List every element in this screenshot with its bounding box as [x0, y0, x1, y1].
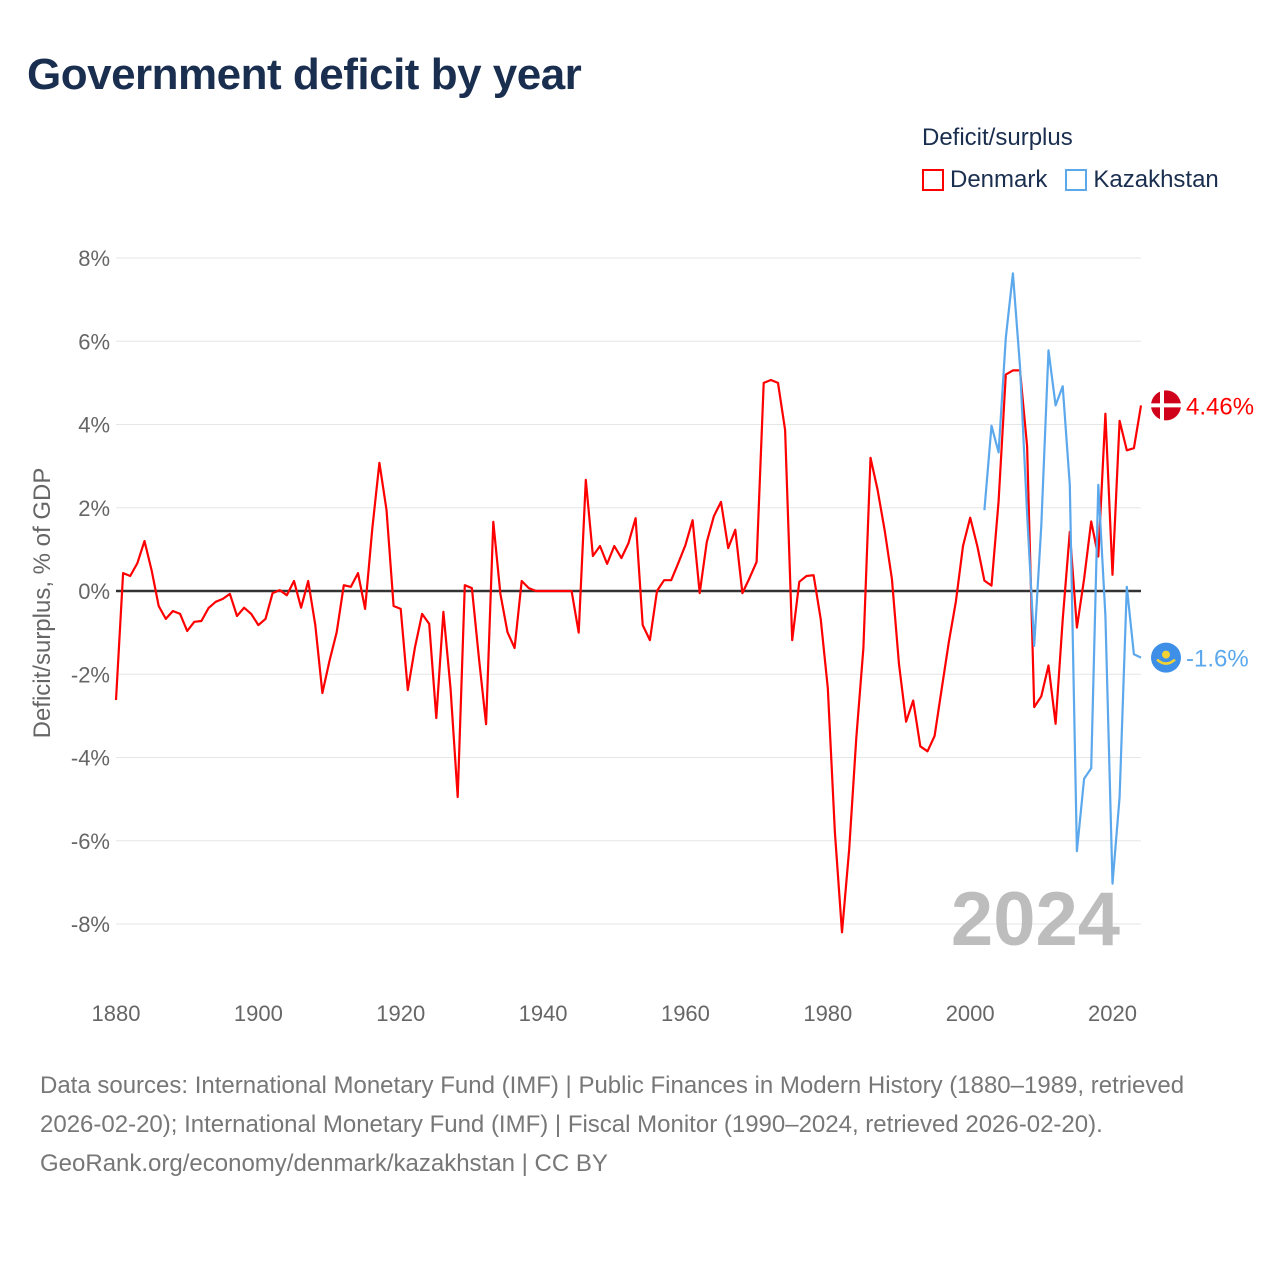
legend-item-kazakhstan[interactable]: Kazakhstan [1065, 166, 1219, 194]
chart-title: Government deficit by year [27, 50, 582, 99]
x-tick-label: 1900 [234, 1001, 283, 1026]
x-tick-label: 2000 [946, 1001, 995, 1026]
y-tick-label: 6% [78, 329, 110, 354]
end-label-denmark: 4.46% [1186, 393, 1254, 420]
x-tick-label: 2020 [1088, 1001, 1137, 1026]
series-line-kazakhstan [983, 272, 1142, 885]
legend-label-kazakhstan: Kazakhstan [1093, 166, 1219, 193]
legend-item-denmark[interactable]: Denmark [922, 166, 1047, 194]
series-lines [114, 272, 1143, 934]
footer: Data sources: International Monetary Fun… [40, 1066, 1240, 1183]
x-tick-label: 1920 [376, 1001, 425, 1026]
legend-swatch-denmark [922, 169, 944, 191]
legend-title: Deficit/surplus [922, 124, 1073, 151]
legend-label-denmark: Denmark [950, 166, 1048, 193]
x-tick-label: 1880 [92, 1001, 141, 1026]
y-tick-label: -8% [71, 912, 110, 937]
x-axis-ticks: 1880 1900 1920 1940 1960 1980 2000 2020 [92, 1001, 1137, 1026]
y-axis-ticks: 8% 6% 4% 2% 0% -2% -4% -6% -8% [71, 246, 110, 937]
series-line-denmark [114, 369, 1143, 934]
year-watermark: 2024 [951, 877, 1120, 962]
flag-kazakhstan-icon [1151, 642, 1181, 673]
x-tick-label: 1980 [803, 1001, 852, 1026]
gridlines [116, 257, 1141, 925]
y-tick-label: -2% [71, 662, 110, 687]
y-tick-label: 2% [78, 496, 110, 521]
legend: Denmark Kazakhstan [922, 166, 1219, 194]
y-axis-label: Deficit/surplus, % of GDP [29, 468, 56, 739]
y-tick-label: 0% [78, 579, 110, 604]
y-tick-label: -6% [71, 829, 110, 854]
flag-denmark-icon [1151, 390, 1181, 421]
end-label-kazakhstan: -1.6% [1186, 646, 1249, 673]
y-tick-label: -4% [71, 746, 110, 771]
y-tick-label: 4% [78, 413, 110, 438]
y-tick-label: 8% [78, 246, 110, 271]
x-tick-label: 1940 [519, 1001, 568, 1026]
legend-swatch-kazakhstan [1065, 169, 1088, 191]
x-tick-label: 1960 [661, 1001, 710, 1026]
credit-link[interactable]: GeoRank.org/economy/denmark/kazakhstan |… [40, 1150, 608, 1177]
end-labels: 4.46% -1.6% [1151, 390, 1254, 673]
data-sources: Data sources: International Monetary Fun… [40, 1072, 1185, 1138]
